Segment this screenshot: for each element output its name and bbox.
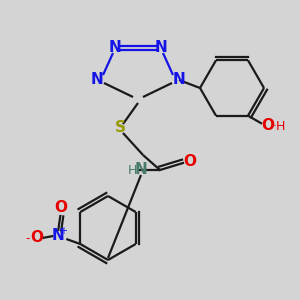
- Text: N: N: [154, 40, 167, 56]
- Text: O: O: [54, 200, 67, 215]
- Text: H: H: [127, 164, 137, 176]
- Text: N: N: [109, 40, 122, 56]
- Text: N: N: [52, 229, 65, 244]
- Text: N: N: [91, 73, 103, 88]
- Text: N: N: [172, 73, 185, 88]
- Text: O: O: [30, 230, 43, 245]
- Text: ·H: ·H: [272, 120, 286, 133]
- Text: O: O: [262, 118, 275, 133]
- Text: -: -: [25, 232, 29, 245]
- Text: O: O: [184, 154, 196, 169]
- Text: N: N: [135, 163, 147, 178]
- Text: S: S: [115, 121, 125, 136]
- Text: +: +: [59, 226, 67, 236]
